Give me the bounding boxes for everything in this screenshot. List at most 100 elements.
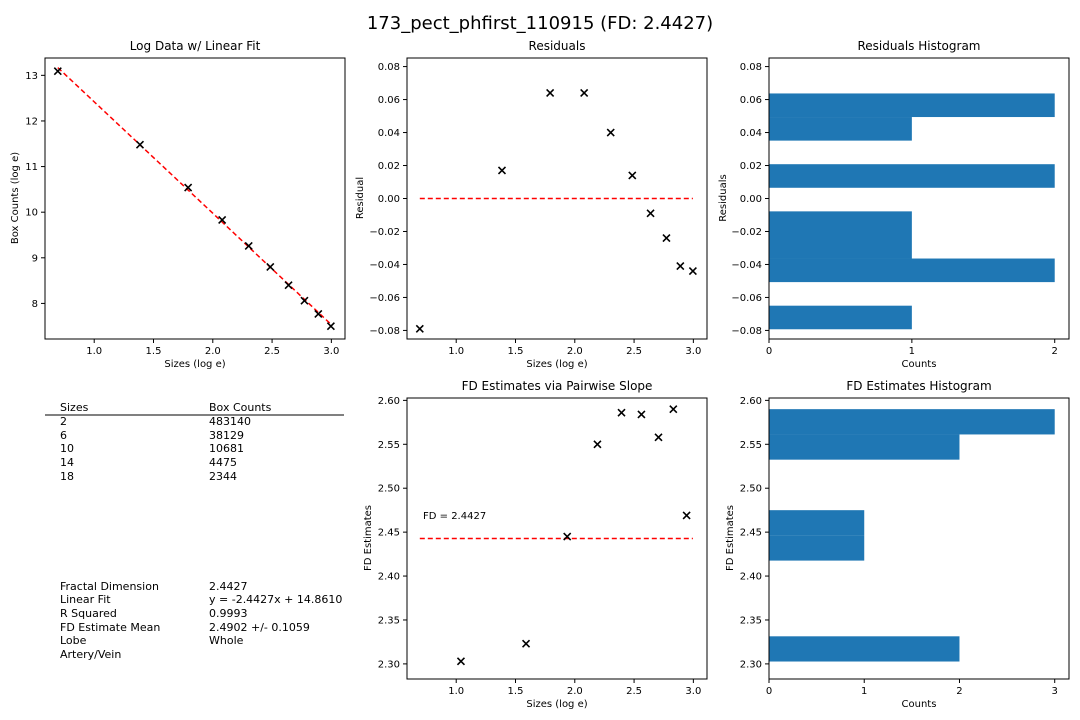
data-table: Sizes Box Counts 2 483140 6 38129 10 106… (45, 401, 344, 483)
axes-frame (44, 57, 346, 340)
chart-title: FD Estimates via Pairwise Slope (462, 379, 653, 393)
x-tick-label: 2.0 (567, 686, 583, 697)
fd-histogram-chart: FD Estimates Histogram 0 1 2 3 2.30 2.35 2.40 2… (725, 379, 1070, 710)
data-point (637, 410, 646, 419)
histogram-bar (769, 93, 1055, 118)
y-tick-label: −0.08 (731, 326, 762, 337)
y-tick-label: 0.02 (378, 161, 400, 172)
summary-label: Artery/Vein (60, 648, 121, 661)
residuals-chart: Residuals 1.0 1.5 2.0 2.5 3.0 −0.08 −0.06 −0.04… (355, 39, 708, 370)
table-cell: 14 (60, 456, 74, 469)
x-tick-label: 2.5 (264, 346, 280, 357)
y-tick-label: 2.30 (378, 659, 400, 670)
y-tick-label: 13 (25, 71, 38, 82)
y-tick-label: −0.02 (731, 227, 762, 238)
x-tick-label: 1.5 (508, 346, 524, 357)
summary-value: 0.9993 (209, 607, 248, 620)
chart-title: Log Data w/ Linear Fit (130, 39, 261, 53)
plot-area: FD = 2.4427 1.0 1.5 2.0 2.5 3.0 2.30 2.35 2.40 2.… (378, 396, 708, 697)
data-point (606, 128, 615, 137)
data-point (654, 433, 663, 442)
table-cell: 6 (60, 429, 67, 442)
y-tick-label: 8 (32, 299, 38, 310)
y-tick-label: 2.50 (378, 484, 400, 495)
x-tick-label: 1.5 (146, 346, 162, 357)
data-point (628, 171, 637, 180)
histogram-bar (769, 535, 865, 561)
table-cell: 2 (60, 415, 67, 428)
fd-estimates-chart: FD Estimates via Pairwise Slope FD = 2.4… (363, 379, 708, 710)
y-tick-label: 2.40 (378, 572, 400, 583)
histogram-bar (769, 258, 1055, 283)
y-axis-label: FD Estimates (725, 505, 736, 571)
chart-title: FD Estimates Histogram (846, 379, 991, 393)
x-tick-label: 2.0 (205, 346, 221, 357)
y-tick-label: 2.45 (378, 528, 400, 539)
x-tick-label: 3.0 (323, 346, 339, 357)
summary-label: Linear Fit (60, 593, 111, 606)
table-cell: 2344 (209, 470, 237, 483)
y-axis-label: Residual (355, 177, 366, 219)
summary-table: Fractal Dimension 2.4427 Linear Fit y = … (60, 580, 342, 661)
chart-title: Residuals Histogram (858, 39, 981, 53)
y-tick-label: 0.00 (740, 194, 762, 205)
x-tick-label: 0 (766, 346, 772, 357)
y-axis-label: Residuals (718, 174, 729, 221)
x-axis-label: Counts (902, 699, 937, 710)
axes-frame (406, 397, 708, 680)
plot-area: 1.0 1.5 2.0 2.5 3.0 −0.08 −0.06 −0.04 −0.02 0.00 0… (369, 57, 708, 357)
summary-value: Whole (209, 634, 244, 647)
data-point (218, 215, 227, 225)
data-point (184, 183, 193, 192)
figure-title: 173_pect_phfirst_110915 (FD: 2.4427) (367, 13, 713, 34)
summary-value: y = -2.4427x + 14.8610 (209, 593, 342, 606)
histogram-bar (769, 510, 865, 536)
y-tick-label: 11 (25, 162, 38, 173)
histogram-bar (769, 305, 912, 330)
data-point (593, 440, 602, 449)
data-point (617, 408, 626, 417)
data-point (415, 324, 424, 333)
x-tick-label: 3 (1052, 686, 1058, 697)
y-tick-label: 0.08 (378, 62, 400, 73)
x-axis-label: Counts (902, 359, 937, 370)
y-tick-label: −0.04 (731, 260, 762, 271)
y-tick-label: 0.08 (740, 62, 762, 73)
fd-annotation: FD = 2.4427 (423, 511, 486, 522)
y-tick-label: 0.04 (740, 128, 762, 139)
x-tick-label: 3.0 (685, 346, 701, 357)
data-point (456, 657, 466, 666)
y-tick-label: 2.60 (378, 396, 400, 407)
x-tick-label: 1 (909, 346, 915, 357)
histogram-bar (769, 636, 960, 662)
x-tick-label: 2.5 (626, 686, 642, 697)
plot-area: 1.0 1.5 2.0 2.5 3.0 8 9 10 11 12 13 (25, 57, 346, 357)
y-tick-label: 2.35 (740, 615, 762, 626)
y-tick-label: 2.50 (740, 484, 762, 495)
residuals-histogram-chart: Residuals Histogram 0 1 2 −0.08 −0.06 −0.04 −0… (718, 39, 1070, 370)
y-tick-label: 2.60 (740, 396, 762, 407)
data-point (563, 532, 572, 541)
data-point (662, 234, 671, 243)
y-tick-label: 2.55 (740, 440, 762, 451)
data-point (300, 296, 309, 305)
axes-frame (768, 397, 1070, 680)
y-tick-label: 2.55 (378, 440, 400, 451)
x-tick-label: 2.5 (626, 346, 642, 357)
x-axis-label: Sizes (log e) (526, 699, 587, 710)
x-tick-label: 1.0 (86, 346, 102, 357)
data-point (521, 639, 531, 648)
data-point (497, 166, 507, 175)
x-tick-label: 3.0 (685, 686, 701, 697)
x-tick-label: 2.0 (567, 346, 583, 357)
y-tick-label: −0.02 (369, 227, 400, 238)
histogram-bar (769, 117, 912, 141)
y-tick-label: −0.06 (369, 293, 400, 304)
y-tick-label: 2.45 (740, 528, 762, 539)
y-tick-label: −0.04 (369, 260, 400, 271)
y-tick-label: 2.35 (378, 615, 400, 626)
chart-title: Residuals (529, 39, 586, 53)
table-cell: 10681 (209, 442, 244, 455)
y-tick-label: 0.06 (378, 95, 400, 106)
